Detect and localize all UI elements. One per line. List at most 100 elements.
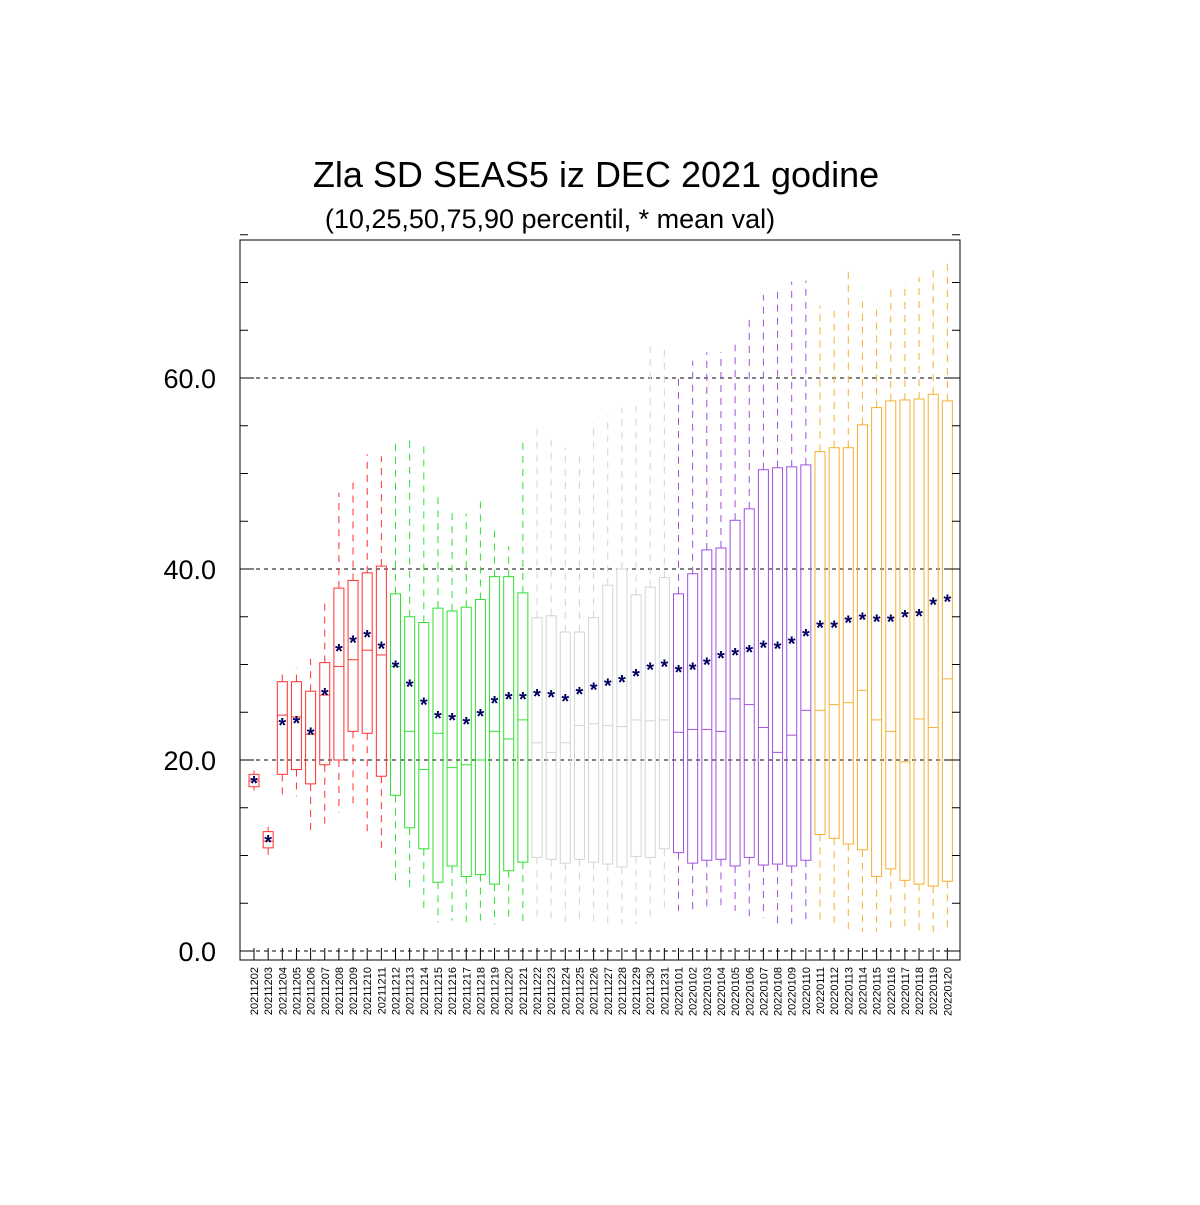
mean-marker: * <box>717 648 725 670</box>
x-tick-label: 20220104 <box>716 967 728 1016</box>
box-iqr <box>715 547 727 860</box>
box-iqr <box>390 593 401 796</box>
x-tick-label: 20211210 <box>362 967 374 1015</box>
mean-marker: * <box>250 773 258 795</box>
x-tick-label: 20211209 <box>348 967 360 1015</box>
mean-marker: * <box>278 715 286 737</box>
x-tick-label: 20211206 <box>306 967 318 1015</box>
mean-marker: * <box>646 659 654 681</box>
box-iqr <box>503 576 515 872</box>
mean-marker: * <box>590 679 598 701</box>
x-tick-label: 20211226 <box>589 967 601 1015</box>
mean-marker: * <box>929 594 937 616</box>
box-iqr <box>885 400 897 870</box>
x-tick-label: 20211219 <box>490 967 502 1015</box>
mean-marker: * <box>547 687 555 709</box>
box-iqr <box>687 573 699 864</box>
x-tick-label: 20211204 <box>277 967 289 1015</box>
box-iqr <box>347 579 359 732</box>
x-tick-label: 20220110 <box>801 967 813 1015</box>
mean-marker: * <box>901 607 909 629</box>
mean-marker: * <box>760 637 768 659</box>
x-tick-label: 20220114 <box>857 967 869 1015</box>
mean-marker: * <box>363 627 371 649</box>
mean-marker: * <box>604 676 612 698</box>
mean-marker: * <box>448 710 456 732</box>
mean-marker: * <box>660 657 668 679</box>
mean-marker: * <box>335 641 343 663</box>
box-iqr <box>602 584 614 865</box>
mean-marker: * <box>830 617 838 639</box>
box-iqr <box>290 681 302 771</box>
box-iqr <box>460 606 472 878</box>
box-iqr <box>305 690 317 785</box>
x-tick-label: 20220107 <box>758 967 770 1016</box>
mean-marker: * <box>264 832 272 854</box>
mean-marker: * <box>307 724 315 746</box>
mean-marker: * <box>859 610 867 632</box>
x-tick-label: 20220108 <box>773 967 785 1016</box>
mean-marker: * <box>788 634 796 656</box>
x-tick-label: 20211221 <box>518 967 530 1015</box>
box-iqr <box>545 615 557 860</box>
x-tick-label: 20220101 <box>674 967 686 1016</box>
mean-marker: * <box>703 655 711 677</box>
box-iqr <box>673 593 684 854</box>
mean-marker: * <box>943 592 951 614</box>
x-tick-label: 20211217 <box>461 967 473 1015</box>
x-tick-label: 20220105 <box>730 967 742 1016</box>
box-iqr <box>729 519 741 867</box>
x-tick-label: 20211207 <box>320 967 332 1015</box>
y-tick-label: 40.0 <box>163 555 216 585</box>
x-tick-label: 20220109 <box>787 967 799 1016</box>
x-tick-label: 20220118 <box>914 967 926 1015</box>
mean-marker: * <box>745 642 753 664</box>
box-iqr <box>899 399 911 881</box>
box-iqr <box>630 594 642 857</box>
x-tick-label: 20220106 <box>744 967 756 1016</box>
mean-marker: * <box>816 617 824 639</box>
mean-marker: * <box>774 638 782 660</box>
mean-marker: * <box>491 693 499 715</box>
box-iqr <box>743 508 755 858</box>
y-tick-label: 60.0 <box>163 364 216 394</box>
mean-marker: * <box>844 613 852 635</box>
mean-marker: * <box>576 684 584 706</box>
chart-subtitle: (10,25,50,75,90 percentil, * mean val) <box>325 204 775 234</box>
box-iqr <box>531 617 543 858</box>
x-tick-label: 20220116 <box>886 967 898 1015</box>
box-iqr <box>786 466 798 867</box>
box-iqr <box>319 662 331 766</box>
x-tick-label: 20220112 <box>829 967 841 1015</box>
mean-marker: * <box>632 666 640 688</box>
box-iqr <box>644 586 656 858</box>
mean-marker: * <box>533 686 541 708</box>
mean-marker: * <box>462 714 470 736</box>
y-tick-label: 0.0 <box>178 937 216 967</box>
x-tick-label: 20211229 <box>631 967 643 1015</box>
mean-marker: * <box>887 612 895 634</box>
x-tick-label: 20211205 <box>291 967 303 1015</box>
x-tick-label: 20211222 <box>532 967 544 1015</box>
x-tick-label: 20211228 <box>617 967 629 1015</box>
chart-title: Zla SD SEAS5 iz DEC 2021 godine <box>313 154 879 195</box>
mean-marker: * <box>321 685 329 707</box>
box-iqr <box>404 616 416 829</box>
x-tick-label: 20211227 <box>603 967 615 1015</box>
x-tick-label: 20220115 <box>872 967 884 1015</box>
x-tick-label: 20220119 <box>928 967 940 1015</box>
x-tick-label: 20211224 <box>560 967 572 1015</box>
mean-marker: * <box>675 662 683 684</box>
mean-marker: * <box>293 713 301 735</box>
mean-marker: * <box>505 689 513 711</box>
x-tick-label: 20211213 <box>405 967 417 1015</box>
mean-marker: * <box>802 626 810 648</box>
mean-marker: * <box>420 695 428 717</box>
x-tick-label: 20220117 <box>900 967 912 1015</box>
box-iqr <box>573 631 585 860</box>
mean-marker: * <box>406 677 414 699</box>
mean-marker: * <box>519 689 527 711</box>
mean-marker: * <box>392 657 400 679</box>
x-tick-label: 20211231 <box>659 967 671 1015</box>
